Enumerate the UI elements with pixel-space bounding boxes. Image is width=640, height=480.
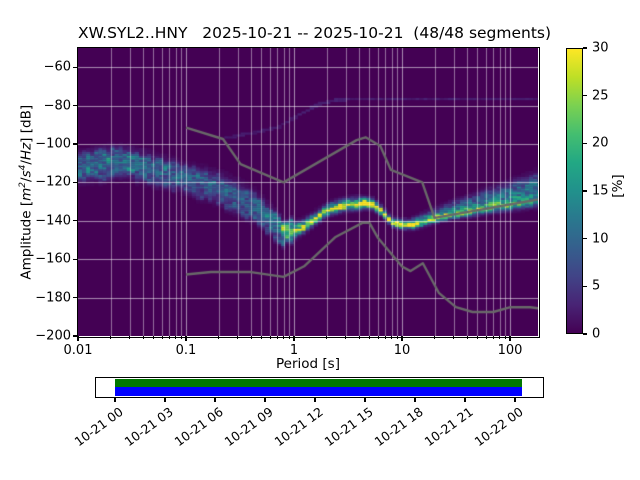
x-minor-tick-mark [283, 336, 285, 339]
y-tick-mark [73, 220, 78, 222]
x-minor-tick-mark [152, 336, 154, 339]
x-minor-tick-mark [358, 336, 360, 339]
y-axis-label-part: / [18, 160, 35, 165]
x-minor-tick-mark [175, 336, 177, 339]
x-axis-label: Period [s] [276, 356, 340, 372]
timeline-tick-mark [164, 398, 166, 402]
x-minor-tick-mark [485, 336, 487, 339]
x-minor-tick-mark [492, 336, 494, 339]
x-minor-tick-mark [161, 336, 163, 339]
y-tick-mark [73, 258, 78, 260]
x-minor-tick-mark [142, 336, 144, 339]
colorbar-tick-label: 30 [592, 40, 609, 56]
x-tick-label: 0.01 [63, 343, 93, 358]
x-tick-label: 10 [393, 343, 411, 358]
x-minor-tick-mark [391, 336, 393, 339]
y-tick-mark [73, 181, 78, 183]
timeline-coverage-blue-bar [114, 387, 523, 396]
timeline-tick-mark [414, 398, 416, 402]
x-minor-tick-mark [269, 336, 271, 339]
plot-title: XW.SYL2..HNY 2025-10-21 -- 2025-10-21 (4… [78, 24, 552, 42]
x-minor-tick-mark [110, 336, 111, 339]
timeline-tick-mark [314, 398, 316, 402]
timeline-tick-mark [264, 398, 266, 402]
colorbar-tick-label: 0 [592, 326, 601, 342]
colorbar-tick-mark [583, 333, 587, 335]
timeline-tick-mark [214, 398, 216, 402]
y-tick-mark [73, 143, 78, 145]
x-minor-tick-mark [434, 336, 435, 339]
colorbar-tick-label: 25 [592, 88, 609, 104]
colorbar-tick-mark [583, 285, 587, 287]
x-minor-tick-mark [288, 336, 290, 339]
x-minor-tick-mark [476, 336, 478, 339]
colorbar [566, 48, 583, 334]
x-tick-label: 100 [497, 343, 523, 358]
y-tick-label: −160 [35, 251, 71, 267]
x-tick-mark [293, 336, 295, 341]
colorbar-tick-mark [583, 238, 587, 240]
x-minor-tick-mark [250, 336, 252, 339]
x-minor-tick-mark [499, 336, 501, 339]
timeline-tick-mark [364, 398, 366, 402]
x-minor-tick-mark [504, 336, 506, 339]
x-minor-tick-mark [466, 336, 468, 339]
y-tick-mark [73, 66, 78, 68]
x-tick-mark [77, 336, 79, 341]
x-tick-mark [401, 336, 403, 341]
x-minor-tick-mark [218, 336, 219, 339]
x-minor-tick-mark [377, 336, 379, 339]
y-tick-mark [73, 297, 78, 299]
x-minor-tick-mark [180, 336, 182, 339]
x-minor-tick-mark [168, 336, 170, 339]
y-axis-label-part: 2 [17, 181, 28, 188]
timeline-tick-mark [464, 398, 466, 402]
x-minor-tick-mark [260, 336, 262, 339]
x-minor-tick-mark [368, 336, 370, 339]
colorbar-tick-mark [583, 47, 587, 49]
y-tick-label: −120 [35, 174, 71, 190]
y-tick-mark [73, 335, 78, 337]
x-minor-tick-mark [276, 336, 278, 339]
x-tick-mark [509, 336, 511, 341]
y-tick-label: −60 [43, 59, 71, 75]
x-minor-tick-mark [345, 336, 347, 339]
timeline-tick-label: 10-21 00 [71, 404, 126, 450]
colorbar-tick-label: 20 [592, 135, 609, 151]
y-tick-label: −200 [35, 328, 71, 344]
x-minor-tick-mark [453, 336, 455, 339]
x-tick-label: 1 [289, 343, 299, 358]
y-tick-label: −80 [43, 98, 71, 114]
y-tick-label: −180 [35, 290, 71, 306]
colorbar-tick-mark [583, 142, 587, 144]
colorbar-tick-mark [583, 95, 587, 97]
timeline-tick-mark [514, 398, 516, 402]
colorbar-tick-label: 15 [592, 183, 609, 199]
y-tick-label: −140 [35, 213, 71, 229]
y-tick-mark [73, 105, 78, 107]
x-minor-tick-mark [396, 336, 398, 339]
colorbar-tick-mark [583, 190, 587, 192]
x-minor-tick-mark [326, 336, 327, 339]
colorbar-tick-label: 5 [592, 278, 601, 294]
y-tick-label: −100 [35, 136, 71, 152]
ppsd-heatmap [78, 48, 538, 336]
colorbar-tick-label: 10 [592, 231, 609, 247]
x-tick-mark [185, 336, 187, 341]
x-tick-label: 0.1 [175, 343, 197, 358]
timeline-box [95, 377, 544, 398]
colorbar-label: [%] [610, 174, 626, 198]
x-minor-tick-mark [384, 336, 386, 339]
x-minor-tick-mark [129, 336, 131, 339]
x-minor-tick-mark [237, 336, 239, 339]
y-axis-label-part: 4 [17, 164, 28, 171]
timeline-tick-mark [114, 398, 116, 402]
timeline-coverage-green-bar [114, 378, 523, 387]
